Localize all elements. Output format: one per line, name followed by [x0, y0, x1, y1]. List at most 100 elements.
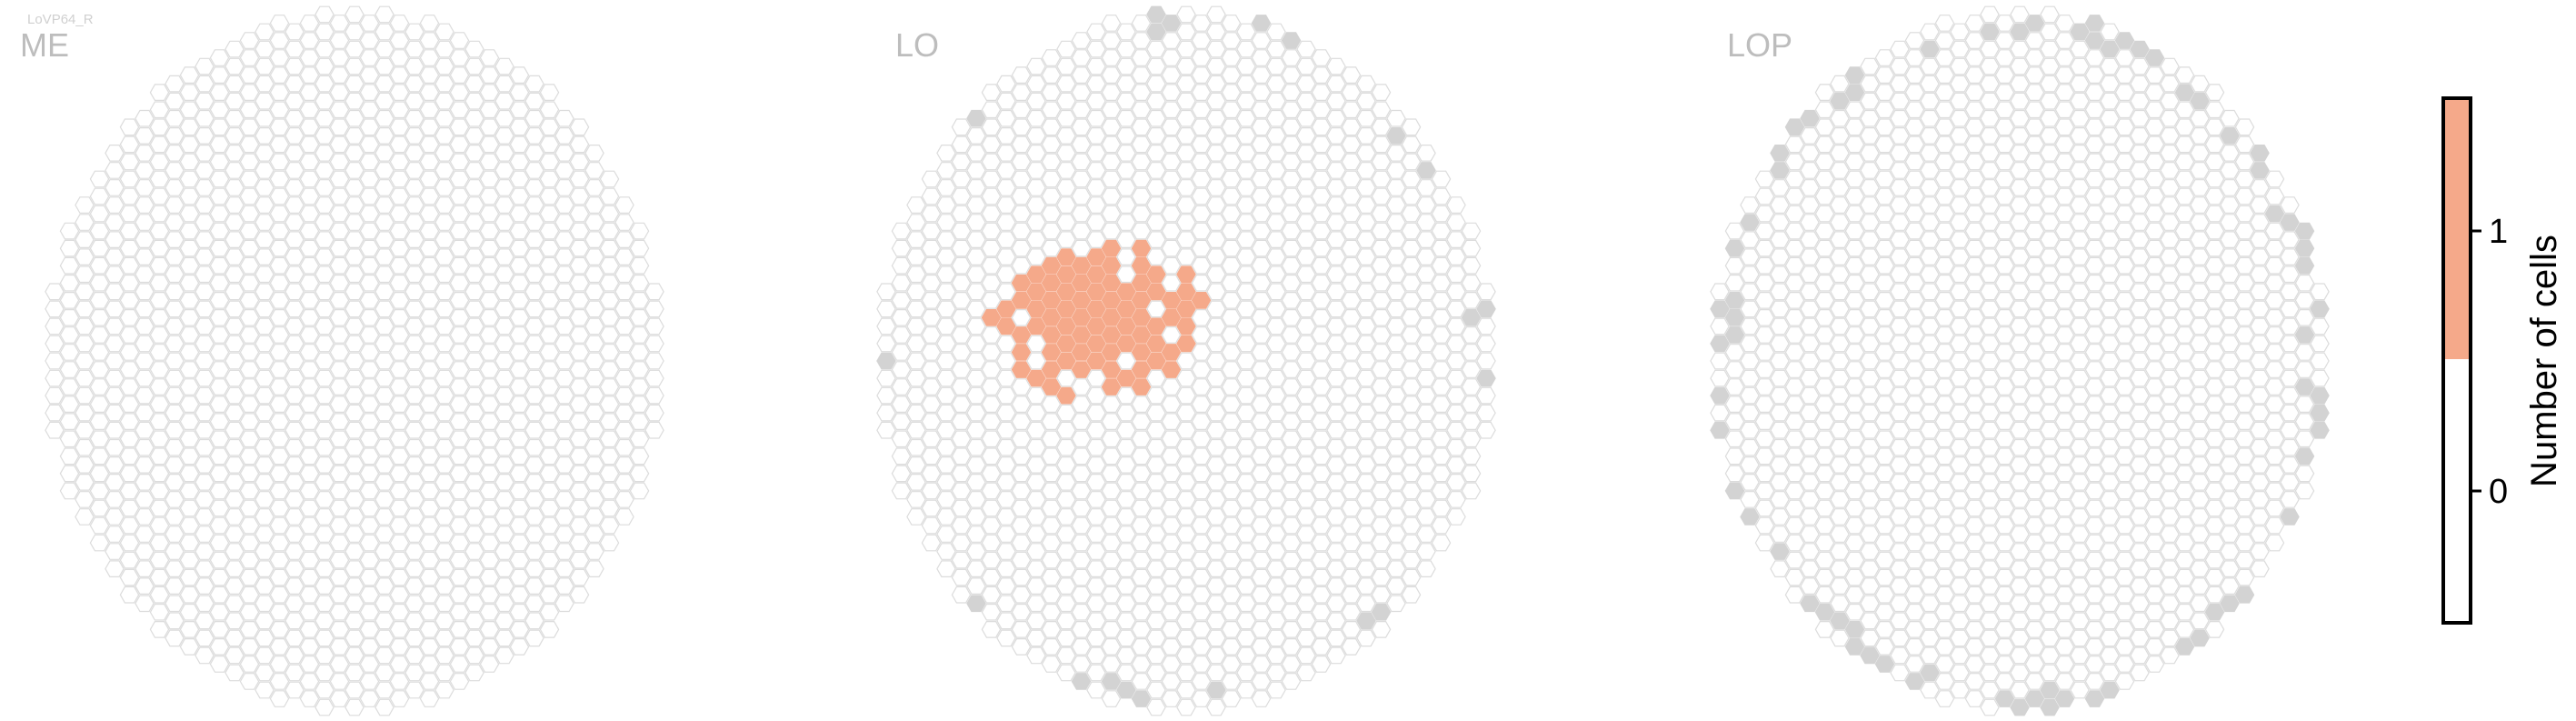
hex-cell-empty: [2234, 292, 2255, 309]
hex-cell-empty: [524, 386, 544, 405]
hex-cell-empty: [1860, 508, 1880, 526]
hex-cell-empty: [285, 508, 305, 526]
hex-cell-empty: [285, 577, 305, 596]
hex-cell-empty: [981, 256, 1002, 275]
hex-cell-empty: [1326, 646, 1346, 665]
hex-cell-empty: [1994, 361, 2015, 378]
hex-cell-empty: [1011, 534, 1032, 552]
hex-cell-empty: [539, 239, 560, 257]
hex-cell-empty: [479, 153, 500, 171]
hex-cell-empty: [1041, 656, 1062, 673]
hex-cell-empty: [105, 369, 125, 387]
hex-cell-empty: [269, 586, 290, 604]
hex-cell-empty: [1920, 214, 1940, 231]
hex-cell-empty: [1401, 170, 1422, 188]
hex-cell-empty: [165, 421, 185, 439]
hex-cell-empty: [149, 222, 170, 240]
hex-cell-empty: [996, 438, 1016, 456]
hex-cell-boundary: [1206, 681, 1226, 699]
hex-cell-empty: [195, 543, 215, 560]
hex-cell-empty: [1964, 292, 1985, 309]
hex-cell-empty: [569, 222, 590, 240]
hex-cell-empty: [539, 516, 560, 535]
hex-cell-empty: [299, 637, 320, 656]
panel-lo: LO: [876, 5, 1496, 716]
hex-cell-empty: [1461, 361, 1482, 378]
hex-cell-empty: [165, 335, 185, 353]
hex-cell-empty: [1934, 430, 1955, 448]
hex-cell-empty: [2204, 309, 2225, 326]
hex-cell-empty: [179, 413, 200, 430]
hex-cell-empty: [2024, 656, 2045, 673]
hex-cell-empty: [1116, 23, 1136, 41]
hex-cell-empty: [1056, 612, 1076, 630]
hex-cell-empty: [299, 292, 320, 309]
hex-cell-empty: [315, 698, 334, 716]
hex-cell-empty: [981, 568, 1002, 586]
hex-cell-empty: [1980, 127, 2000, 145]
hex-cell-empty: [2144, 170, 2165, 188]
hex-cell-empty: [2084, 673, 2105, 690]
hex-cell-empty: [2084, 292, 2105, 309]
hex-cell-empty: [1770, 214, 1790, 231]
hex-cell-empty: [239, 378, 260, 396]
hex-cell-empty: [1071, 603, 1092, 621]
hex-cell-empty: [2084, 66, 2105, 85]
hex-cell-empty: [239, 222, 260, 240]
hex-cell-empty: [2130, 629, 2150, 647]
hex-cell-empty: [2130, 162, 2150, 179]
hex-cell-empty: [209, 118, 230, 136]
hex-cell-empty: [1326, 629, 1346, 647]
hex-cell-boundary: [1844, 66, 1865, 85]
hex-cell-empty: [1994, 49, 2015, 66]
hex-cell-empty: [524, 612, 544, 630]
hex-cell-empty: [315, 369, 334, 387]
hex-cell-empty: [344, 179, 364, 196]
hex-cell-empty: [644, 404, 664, 422]
hex-cell-empty: [1754, 222, 1775, 240]
hex-cell-empty: [1296, 421, 1316, 439]
hex-cell-empty: [315, 214, 334, 231]
hex-cell-empty: [1934, 482, 1955, 500]
hex-cell-empty: [1011, 447, 1032, 466]
hex-cell-empty: [2160, 231, 2180, 248]
hex-cell-empty: [599, 516, 620, 535]
hex-cell-empty: [554, 179, 574, 196]
hex-cell-empty: [2024, 170, 2045, 188]
hex-cell-empty: [1964, 551, 1985, 569]
hex-cell-empty: [891, 274, 912, 292]
hex-cell-empty: [449, 326, 470, 344]
hex-cell-empty: [1341, 84, 1362, 102]
hex-cell-empty: [359, 15, 380, 32]
hex-cell-empty: [165, 127, 185, 145]
hex-cell-empty: [876, 317, 896, 335]
hex-cell-empty: [996, 231, 1016, 248]
hex-cell-empty: [2220, 335, 2240, 353]
hex-cell-empty: [2010, 646, 2030, 665]
hex-cell-empty: [2024, 637, 2045, 656]
hex-cell-empty: [2174, 292, 2195, 309]
hex-cell-empty: [299, 430, 320, 448]
hex-cell-empty: [509, 637, 530, 656]
hex-cell-empty: [135, 300, 155, 318]
hex-cell-empty: [299, 673, 320, 690]
hex-cell-empty: [89, 187, 110, 205]
hex-cell-empty: [2070, 681, 2090, 699]
hex-cell-empty: [1830, 369, 1850, 387]
hex-cell-empty: [89, 499, 110, 517]
hex-cell-empty: [1086, 196, 1106, 214]
hex-cell-empty: [2190, 248, 2210, 265]
hex-cell-empty: [1221, 378, 1242, 396]
hex-cell-empty: [1056, 92, 1076, 110]
hex-cell-empty: [179, 568, 200, 586]
hex-cell-empty: [1191, 239, 1212, 257]
hex-cell-empty: [1116, 248, 1136, 265]
hex-cell-empty: [434, 404, 454, 422]
hex-cell-empty: [1950, 421, 1970, 439]
hex-cell-empty: [299, 153, 320, 171]
hex-cell-empty: [1890, 145, 1910, 162]
hex-cell-empty: [1890, 214, 1910, 231]
hex-cell-empty: [2130, 92, 2150, 110]
hex-cell-empty: [1161, 396, 1182, 413]
hex-cell-empty: [1221, 603, 1242, 621]
